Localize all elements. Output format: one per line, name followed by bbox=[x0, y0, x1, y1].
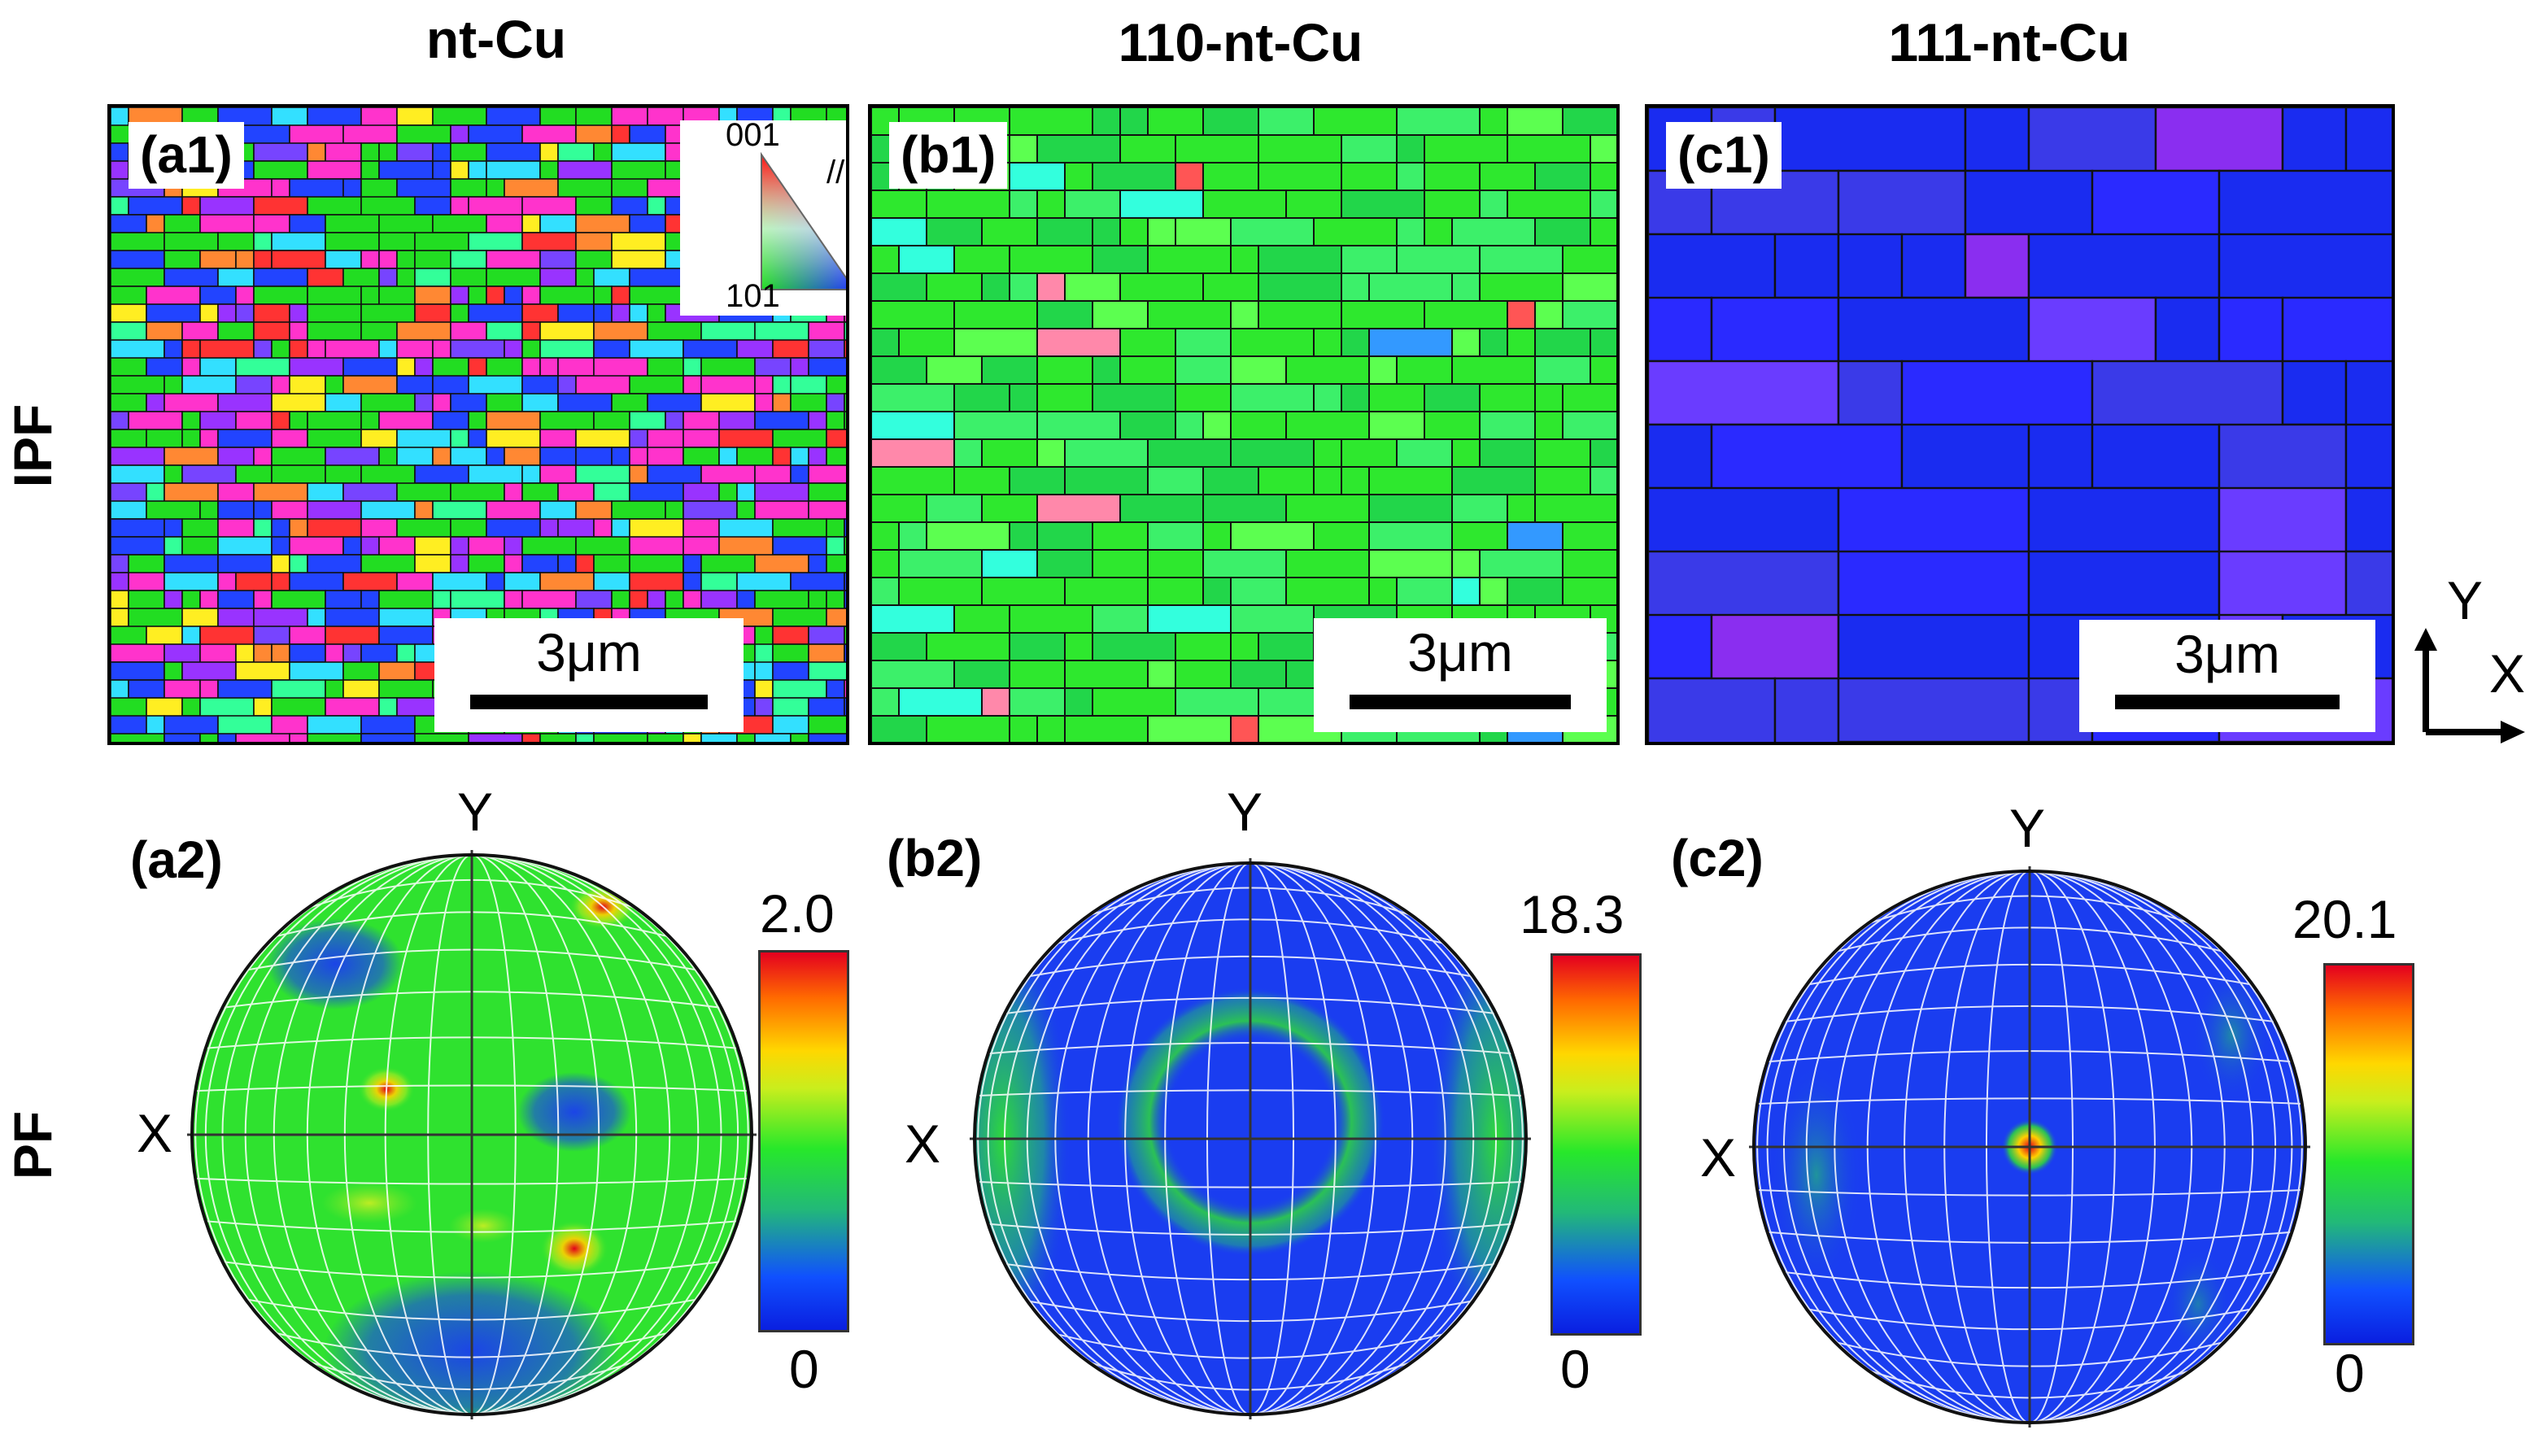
scale-bar-line bbox=[470, 695, 708, 709]
ipf-color-triangle bbox=[761, 151, 846, 290]
scale-bar-line bbox=[2115, 695, 2340, 709]
sample-axes: Y X bbox=[2408, 569, 2546, 756]
scale-bar-text: 3μm bbox=[2174, 624, 2280, 684]
column-title-111-nt-cu: 111-nt-Cu bbox=[1888, 12, 2130, 72]
colorbar-max-b2: 18.3 bbox=[1520, 884, 1625, 944]
scale-bar-line bbox=[1350, 695, 1571, 709]
scale-bar-c1: 3μm bbox=[2079, 620, 2375, 732]
panel-label-b1: (b1) bbox=[889, 122, 1008, 189]
ipf-map-c1: (c1) 3μm bbox=[1645, 104, 2395, 745]
panel-label-a2: (a2) bbox=[130, 830, 223, 889]
pf-axis-y-a2: Y bbox=[457, 782, 494, 842]
pole-figure-b2 bbox=[958, 855, 1542, 1423]
ipf-map-b1: (b1) 3μm bbox=[868, 104, 1620, 745]
ipf-key-nd: //ND bbox=[826, 155, 846, 190]
pole-figure-plot bbox=[958, 855, 1542, 1423]
pf-axis-x-b2: X bbox=[905, 1114, 941, 1174]
colorbar-a2 bbox=[758, 950, 849, 1332]
ipf-key-101: 101 bbox=[726, 278, 780, 314]
ipf-map-a1: (a1) 001 //ND 101 111 3μm bbox=[107, 104, 849, 745]
pole-figure-c2 bbox=[1738, 863, 2322, 1431]
colorbar-min-b2: 0 bbox=[1560, 1339, 1590, 1399]
row-label-pf: PF bbox=[2, 1110, 63, 1180]
colorbar-max-a2: 2.0 bbox=[760, 883, 835, 944]
pole-figure-plot bbox=[1738, 863, 2322, 1431]
scale-bar-text: 3μm bbox=[536, 622, 642, 682]
colorbar-b2 bbox=[1550, 953, 1642, 1336]
ipf-grain-map bbox=[1648, 107, 2392, 742]
pf-axis-x-a2: X bbox=[137, 1103, 173, 1163]
column-title-nt-cu: nt-Cu bbox=[425, 9, 567, 69]
scale-bar-text: 3μm bbox=[1407, 622, 1513, 682]
pole-figure-plot bbox=[176, 847, 768, 1423]
panel-label-b2: (b2) bbox=[887, 829, 983, 887]
scale-bar-a1: 3μm bbox=[434, 618, 744, 732]
pf-axis-y-c2: Y bbox=[2009, 798, 2046, 858]
column-title-110-nt-cu: 110-nt-Cu bbox=[1118, 12, 1363, 72]
axis-label-x: X bbox=[2489, 643, 2526, 704]
colorbar-c2 bbox=[2323, 963, 2414, 1345]
scale-bar-b1: 3μm bbox=[1314, 618, 1607, 732]
row-label-ipf: IPF bbox=[2, 403, 63, 488]
axis-label-y: Y bbox=[2447, 570, 2484, 630]
ipf-key-001: 001 bbox=[726, 117, 780, 153]
pole-figure-a2 bbox=[176, 847, 768, 1423]
ipf-color-key: 001 //ND 101 111 bbox=[680, 117, 846, 316]
pf-axis-y-b2: Y bbox=[1227, 782, 1263, 842]
pf-axis-x-c2: X bbox=[1700, 1127, 1737, 1188]
panel-label-c2: (c2) bbox=[1671, 829, 1764, 887]
colorbar-min-a2: 0 bbox=[789, 1339, 819, 1399]
colorbar-max-c2: 20.1 bbox=[2292, 889, 2397, 949]
colorbar-min-c2: 0 bbox=[2335, 1343, 2365, 1403]
panel-label-a1: (a1) bbox=[129, 122, 244, 189]
panel-label-c1: (c1) bbox=[1666, 122, 1782, 189]
axes-arrows bbox=[2414, 628, 2525, 743]
